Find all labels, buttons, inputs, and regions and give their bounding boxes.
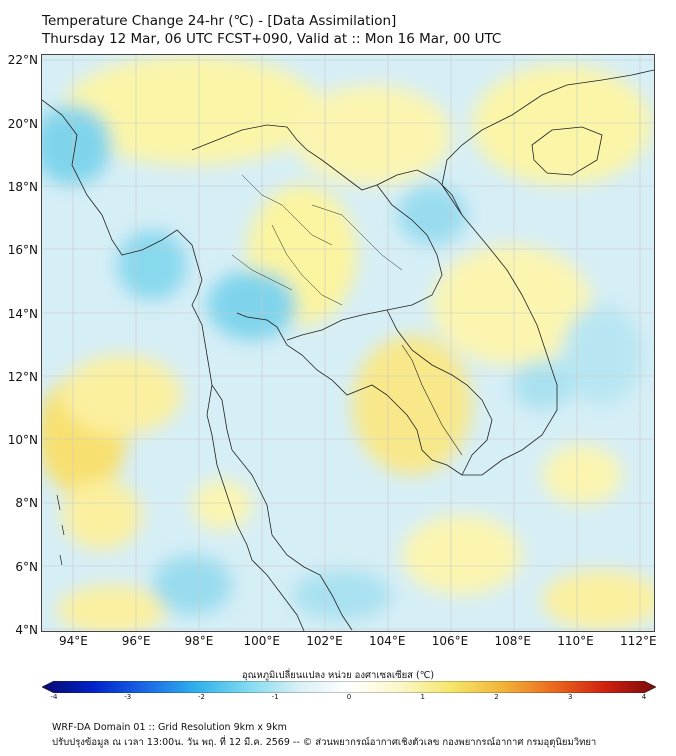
longitude-label: 94°E bbox=[58, 634, 88, 648]
province-line-3 bbox=[311, 204, 403, 271]
longitude-label: 100°E bbox=[243, 634, 280, 648]
colorbar-title: อุณหภูมิเปลี่ยนแปลง หน่วย องศาเซลเซียส (… bbox=[241, 670, 435, 681]
vietnam-coast bbox=[441, 69, 654, 476]
footer-line-1: WRF-DA Domain 01 :: Grid Resolution 9km … bbox=[52, 722, 287, 733]
laos-vietnam-border bbox=[376, 169, 463, 216]
thailand-east-border bbox=[286, 274, 443, 341]
footer: WRF-DA Domain 01 :: Grid Resolution 9km … bbox=[52, 720, 596, 750]
latitude-label: 18°N bbox=[7, 179, 38, 194]
thai-gulf-coast bbox=[211, 384, 353, 631]
coastlines-and-borders bbox=[42, 69, 654, 631]
longitude-label: 102°E bbox=[306, 634, 343, 648]
hainan-island bbox=[531, 126, 603, 176]
longitude-label: 106°E bbox=[431, 634, 469, 648]
province-line-4 bbox=[231, 254, 293, 291]
latitude-label: 22°N bbox=[7, 53, 38, 68]
province-line-1 bbox=[241, 174, 333, 246]
colorbar-tick-label: -1 bbox=[271, 693, 279, 701]
longitude-label: 96°E bbox=[121, 634, 151, 648]
colorbar-tick-label: 0 bbox=[346, 693, 352, 701]
colorbar-tick-label: 3 bbox=[568, 693, 573, 701]
bangkok-coast bbox=[236, 312, 388, 396]
title-line-2: Thursday 12 Mar, 06 UTC FCST+090, Valid … bbox=[42, 31, 502, 47]
colorbar-tick-label: -4 bbox=[50, 693, 58, 701]
malaysia-coast bbox=[251, 559, 305, 631]
map-canvas bbox=[42, 55, 654, 631]
longitude-label: 112°E bbox=[620, 634, 657, 648]
latitude-label: 4°N bbox=[15, 623, 38, 637]
colorbar-tick-label: -2 bbox=[198, 693, 205, 701]
longitude-label: 110°E bbox=[557, 634, 594, 648]
cambodia-border bbox=[386, 309, 493, 476]
colorbar-tick-label: 2 bbox=[494, 693, 499, 701]
myanmar-coast bbox=[42, 99, 253, 561]
colorbar-tick-label: 4 bbox=[641, 693, 647, 701]
latitude-label: 16°N bbox=[7, 243, 38, 258]
cambodia-coast bbox=[386, 394, 463, 476]
latitude-label: 8°N bbox=[15, 496, 38, 511]
latitude-label: 6°N bbox=[15, 559, 38, 574]
grid-lines bbox=[42, 55, 654, 631]
longitude-label: 104°E bbox=[368, 634, 406, 648]
map-title: Temperature Change 24-hr (℃) - [Data Ass… bbox=[42, 12, 501, 48]
latitude-label: 14°N bbox=[7, 306, 38, 321]
mekong-river bbox=[401, 344, 463, 456]
latitude-label: 10°N bbox=[7, 433, 38, 448]
latitude-label: 12°N bbox=[7, 369, 38, 384]
footer-line-2: ปรับปรุงข้อมูล ณ เวลา 13:00น. วัน พฤ. ที… bbox=[52, 737, 597, 748]
province-line-2 bbox=[271, 224, 343, 306]
longitude-label: 108°E bbox=[494, 634, 532, 648]
thailand-north-border bbox=[191, 124, 443, 276]
longitude-label: 98°E bbox=[184, 634, 214, 648]
colorbar bbox=[42, 681, 656, 693]
title-line-1: Temperature Change 24-hr (℃) - [Data Ass… bbox=[42, 13, 397, 29]
temperature-field bbox=[42, 55, 654, 631]
colorbar-tick-label: -3 bbox=[124, 693, 132, 701]
colorbar-tick-label: 1 bbox=[420, 693, 425, 701]
andaman-islands bbox=[56, 494, 65, 566]
colorbar-body bbox=[42, 681, 656, 693]
map-panel bbox=[41, 54, 655, 632]
latitude-label: 20°N bbox=[7, 116, 38, 131]
